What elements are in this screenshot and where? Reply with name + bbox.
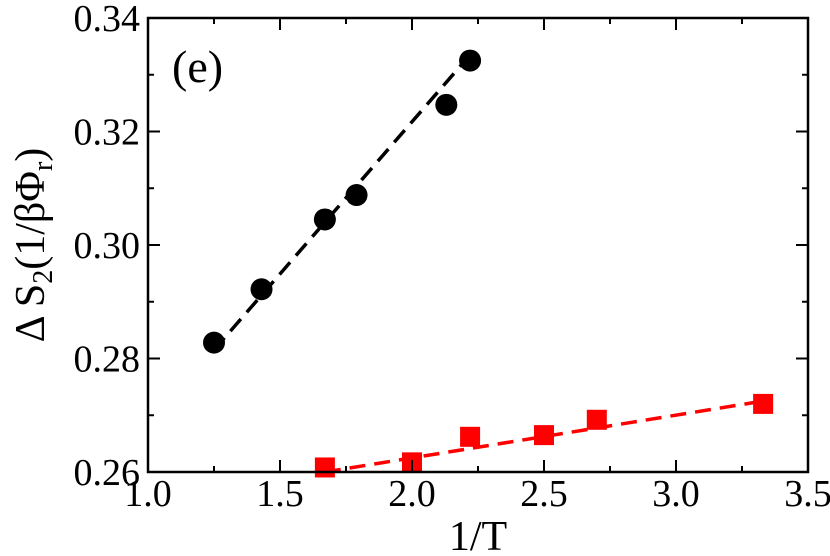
black-circles-point [459,49,482,72]
x-tick-label: 3.0 [652,473,700,515]
black-circles-point [345,184,368,207]
y-axis-title-part: ) [8,148,54,162]
black-circles-point [435,93,458,116]
black-circles-point [313,208,336,231]
y-tick-label: 0.34 [74,0,141,40]
y-tick-label: 0.30 [74,225,141,267]
y-tick-label: 0.28 [74,339,141,381]
x-tick-label: 2.5 [520,473,568,515]
black-circles-fit-line [212,53,472,352]
red-squares-point [586,409,607,430]
x-tick-label: 1.0 [124,473,172,515]
x-tick-label: 1.5 [256,473,304,515]
red-squares-point [460,426,481,447]
y-axis-title-part: 2 [28,270,59,284]
black-circles-point [250,278,273,301]
y-axis-ticks: 0.26 0.28 0.30 0.32 0.34 [74,0,808,494]
red-squares-point [314,457,335,478]
x-tick-label: 3.5 [784,473,830,515]
y-axis-title-part: Δ S [8,284,54,343]
y-tick-label: 0.32 [74,112,141,154]
x-axis-title: 1/T [449,514,507,556]
plot-frame [146,16,810,474]
y-axis-title-part: r [28,161,59,171]
red-squares-point [753,393,774,414]
x-tick-label: 2.0 [388,473,436,515]
fit-lines [212,53,764,474]
red-squares-point [534,425,554,446]
panel-label: (e) [172,41,223,92]
y-axis-title-part: (1/βΦ [8,171,54,270]
y-tick-label: 0.26 [74,452,141,494]
y-axis-title: Δ S2(1/βΦr) [8,148,59,343]
x-axis-ticks: 1.0 1.5 2.0 2.5 3.0 3.5 [124,18,830,515]
black-circles-point [203,331,225,354]
